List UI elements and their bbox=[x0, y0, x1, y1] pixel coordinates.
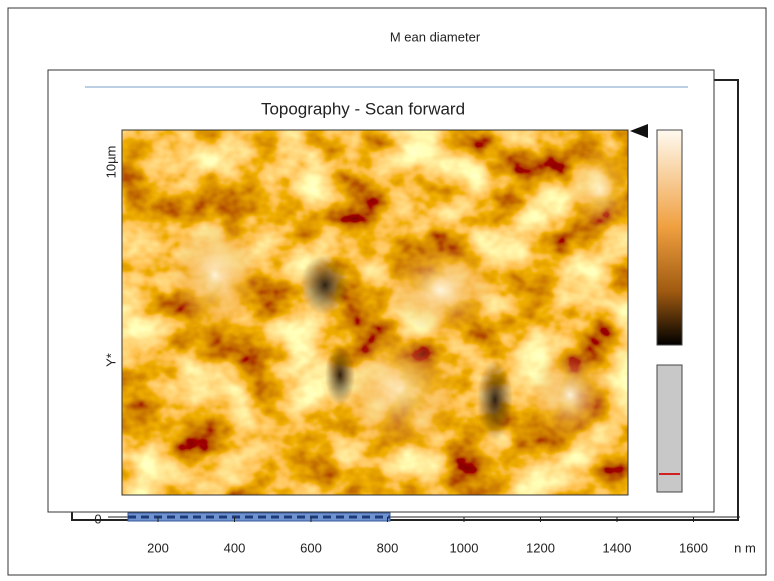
topography-image bbox=[121, 129, 630, 496]
zero-label: 0 bbox=[94, 511, 101, 526]
outer-frame bbox=[7, 7, 767, 576]
x-tick-label: 800 bbox=[377, 540, 399, 555]
x-tick-label: 1000 bbox=[450, 540, 479, 555]
x-tick-label: 1400 bbox=[603, 540, 632, 555]
x-tick-label: 1200 bbox=[526, 540, 555, 555]
x-tick-label: 600 bbox=[300, 540, 322, 555]
window-title: M ean diameter bbox=[390, 29, 481, 44]
x-tick-label: 400 bbox=[224, 540, 246, 555]
y-axis-label: Y* bbox=[103, 353, 118, 367]
y-top-label: 10µm bbox=[103, 146, 118, 179]
axis-unit: n m bbox=[734, 540, 756, 555]
range-marker bbox=[630, 124, 648, 138]
panel-title: Topography - Scan forward bbox=[261, 99, 465, 118]
x-tick-label: 200 bbox=[147, 540, 169, 555]
color-bar bbox=[656, 129, 683, 346]
histogram-bar bbox=[656, 364, 683, 493]
x-tick-label: 1600 bbox=[679, 540, 708, 555]
